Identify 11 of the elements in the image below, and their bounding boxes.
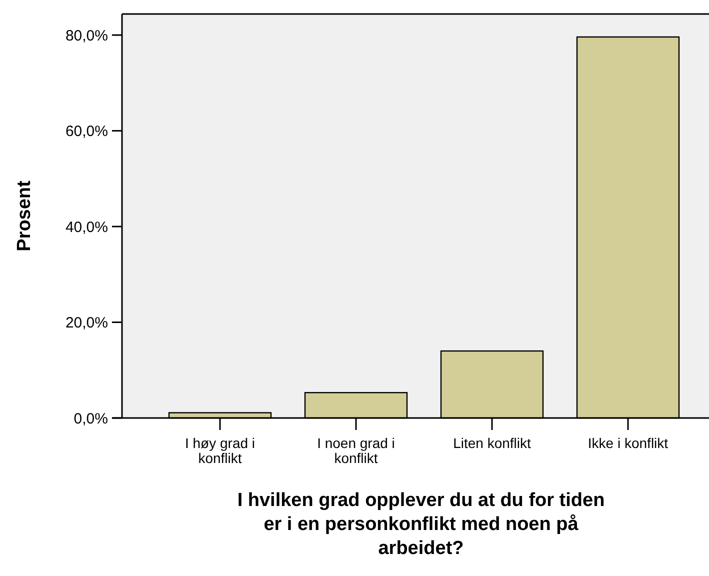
x-tick-label: Liten konflikt xyxy=(453,435,532,451)
x-tick-label: I noen grad i konflikt xyxy=(317,435,395,466)
x-tick-label: Ikke i konflikt xyxy=(588,435,668,451)
x-axis-title: I hvilken grad opplever du at du for tiden er i en personkonflikt med noen på arbeidet? xyxy=(237,490,605,559)
y-tick-label: 40,0% xyxy=(65,218,108,236)
y-axis-title: Prosent xyxy=(14,180,35,252)
y-tick-label: 80,0% xyxy=(65,27,108,44)
x-tick-label: I høy grad i konflikt xyxy=(184,435,256,466)
y-tick-label: 20,0% xyxy=(65,314,108,332)
y-tick-label: 60,0% xyxy=(65,123,108,140)
y-tick-label: 0,0% xyxy=(74,410,108,428)
